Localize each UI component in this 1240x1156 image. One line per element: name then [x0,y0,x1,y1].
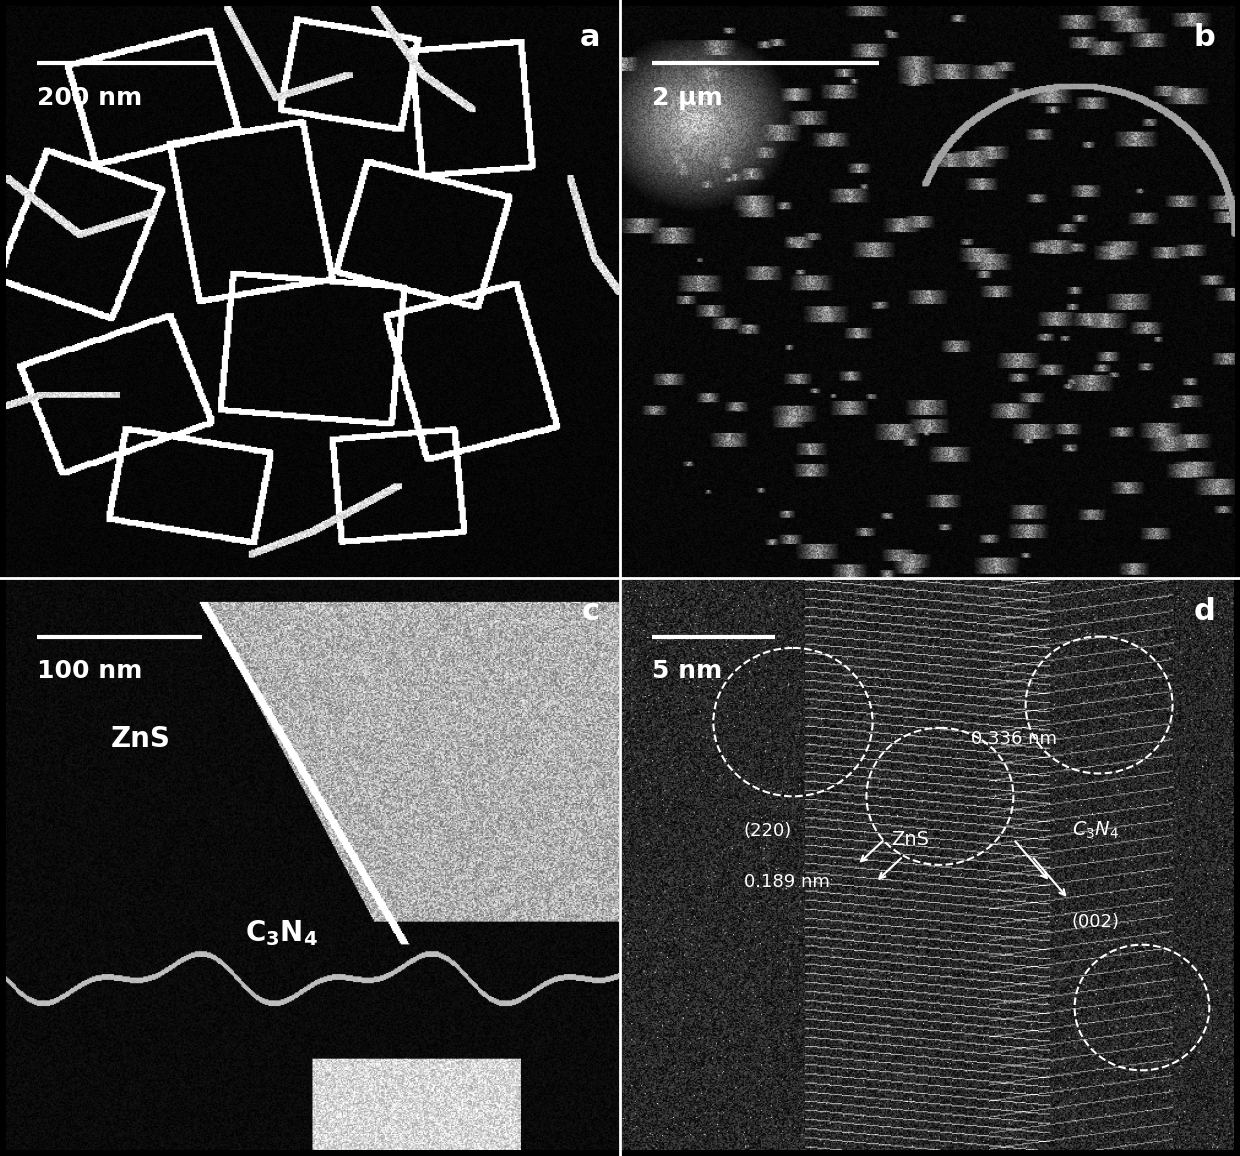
Text: ZnS: ZnS [110,725,171,754]
Text: 200 nm: 200 nm [37,86,143,110]
Text: 5 nm: 5 nm [652,659,723,683]
Text: a: a [579,23,600,52]
Text: d: d [1194,596,1215,625]
Text: (220): (220) [744,822,792,839]
Text: ZnS: ZnS [890,830,929,849]
Text: (002): (002) [1071,913,1120,931]
Text: 0.336 nm: 0.336 nm [971,731,1056,748]
Text: $\mathbf{C_3N_4}$: $\mathbf{C_3N_4}$ [246,918,319,948]
Text: b: b [1194,23,1215,52]
Text: 2 μm: 2 μm [652,86,723,110]
Text: 100 nm: 100 nm [37,659,143,683]
Text: $C_3N_4$: $C_3N_4$ [1071,820,1118,842]
Text: c: c [582,596,600,625]
Text: 0.189 nm: 0.189 nm [744,873,830,891]
